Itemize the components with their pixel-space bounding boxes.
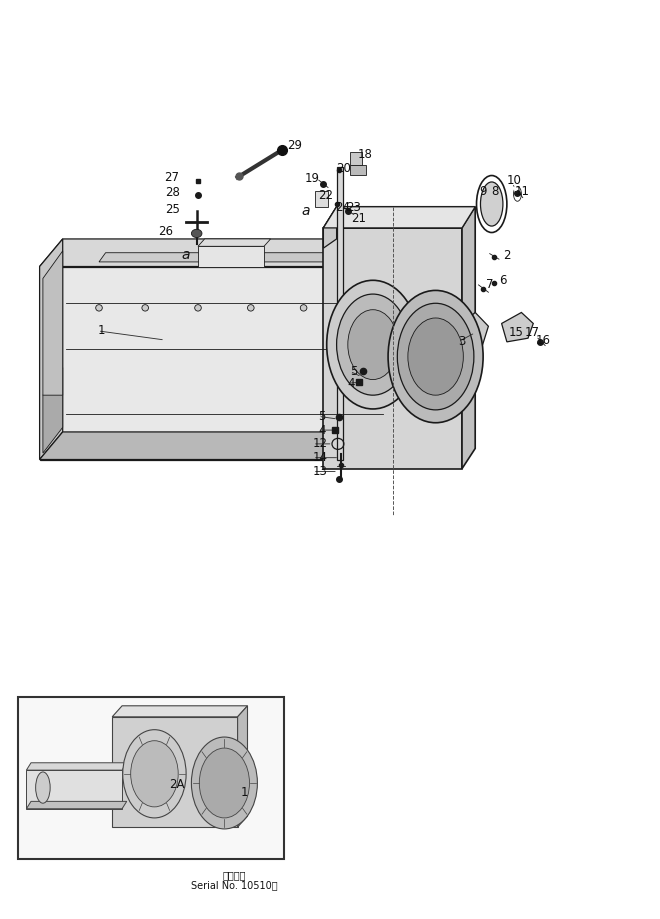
Polygon shape [40,267,396,460]
Polygon shape [315,191,328,207]
Text: 2A: 2A [169,778,184,791]
Text: 3: 3 [458,335,465,348]
Polygon shape [198,239,271,246]
Text: 7: 7 [486,278,493,291]
Text: 適用号機: 適用号機 [222,870,246,879]
Ellipse shape [300,305,307,311]
Text: 5: 5 [318,410,325,423]
Polygon shape [43,251,63,395]
Polygon shape [462,207,475,469]
Circle shape [327,280,419,409]
Ellipse shape [191,230,202,238]
Ellipse shape [480,182,503,226]
Polygon shape [238,706,248,827]
Text: 18: 18 [358,148,373,161]
Text: 4: 4 [348,377,355,390]
Bar [18,697,284,859]
Polygon shape [198,246,264,267]
Polygon shape [26,763,127,770]
Polygon shape [26,770,122,809]
Polygon shape [323,207,337,248]
Polygon shape [43,368,63,453]
Text: 16: 16 [536,334,551,346]
Circle shape [337,294,409,395]
Polygon shape [387,308,398,326]
Polygon shape [231,253,370,262]
Text: 17: 17 [525,326,540,339]
Polygon shape [26,801,127,809]
Text: 23: 23 [346,201,361,214]
Text: 26: 26 [158,225,173,238]
Circle shape [123,730,186,818]
Polygon shape [112,706,248,717]
Ellipse shape [195,305,201,311]
Polygon shape [112,717,238,827]
Polygon shape [40,239,63,460]
Polygon shape [323,207,475,228]
Text: 5: 5 [350,365,357,378]
Circle shape [348,310,398,380]
Text: 2: 2 [503,249,510,262]
Text: 22: 22 [318,189,333,202]
Text: 28: 28 [164,187,180,199]
Circle shape [388,290,483,423]
Polygon shape [40,239,419,267]
Text: 15: 15 [508,326,523,339]
Circle shape [408,318,463,395]
Circle shape [191,737,257,829]
Polygon shape [350,165,366,175]
Text: a: a [302,204,310,219]
Polygon shape [337,167,343,460]
Ellipse shape [248,305,254,311]
Text: 1: 1 [98,324,105,337]
Text: 29: 29 [287,139,302,152]
Text: 4: 4 [318,424,325,437]
Polygon shape [40,432,419,460]
Ellipse shape [36,772,50,803]
Text: 25: 25 [164,203,180,216]
Text: 8: 8 [492,185,499,198]
Polygon shape [350,152,362,165]
Circle shape [131,741,178,807]
Text: 1: 1 [240,786,248,799]
Text: 21: 21 [351,212,366,225]
Circle shape [397,303,474,410]
Text: 27: 27 [164,171,180,184]
Text: 12: 12 [313,437,328,450]
Text: 10: 10 [507,174,522,187]
Text: 6: 6 [499,274,506,287]
Text: Serial No. 10510～: Serial No. 10510～ [191,880,278,890]
Polygon shape [323,228,462,469]
Polygon shape [455,312,488,351]
Text: 20: 20 [337,162,352,175]
Ellipse shape [96,305,102,311]
Text: 19: 19 [304,172,319,185]
Text: 9: 9 [479,185,486,198]
Ellipse shape [142,305,148,311]
Text: a: a [182,248,190,263]
Polygon shape [323,207,475,228]
Polygon shape [99,253,238,262]
Ellipse shape [346,305,353,311]
Polygon shape [502,312,533,342]
Circle shape [199,748,249,818]
Text: 14: 14 [313,451,328,464]
Text: 24: 24 [335,201,350,214]
Text: 11: 11 [515,185,530,198]
Text: 13: 13 [313,465,328,478]
